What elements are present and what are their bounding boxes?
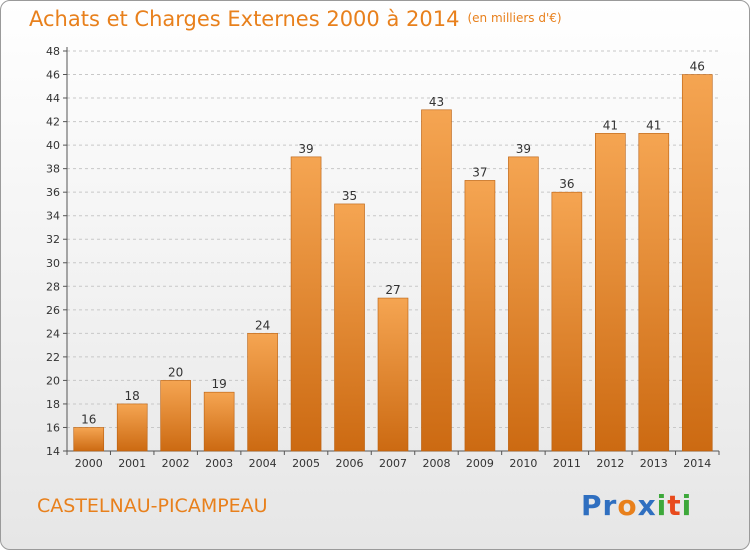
y-tick-label: 22 [46,351,60,364]
logo-letter: x [637,489,657,522]
logo-letter: i [681,489,693,522]
data-label-2003: 19 [211,377,226,391]
bar-2010 [508,156,539,452]
y-tick-label: 48 [46,45,60,58]
y-tick-label: 34 [46,210,60,223]
logo-letter: P [581,489,603,522]
logo-letter: t [667,489,682,522]
labels: 16 2000 18 2001 20 2002 19 2003 24 2004 39 2005 35 20… [75,60,712,470]
y-tick-label: 32 [46,233,60,246]
x-tick-label: 2008 [422,457,450,470]
x-tick-label: 2003 [205,457,233,470]
bar-2014 [681,74,713,452]
chart-title-text: Achats et Charges Externes 2000 à 2014 [29,7,460,31]
y-tick-label: 26 [46,304,60,317]
x-tick-label: 2005 [292,457,320,470]
x-tick-label: 2004 [249,457,277,470]
y-tick-label: 42 [46,116,60,129]
bar-2001 [116,403,148,452]
x-tick-label: 2002 [162,457,190,470]
bar-2007 [377,297,409,452]
bar-2009 [464,180,496,452]
logo-letter: i [656,489,668,522]
data-label-2005: 39 [298,142,313,156]
bar-2000 [73,427,105,452]
bar-2008 [421,109,452,452]
x-tick-label: 2001 [118,457,146,470]
data-label-2002: 20 [168,365,183,379]
bar-2012 [595,133,626,452]
y-tick-label: 14 [46,445,60,458]
bar-2006 [334,203,365,452]
data-label-2014: 46 [690,60,705,74]
y-tick-label: 18 [46,398,60,411]
data-label-2010: 39 [516,142,531,156]
bar-2005 [290,156,322,452]
data-label-2013: 41 [646,118,661,132]
data-label-2009: 37 [472,165,487,179]
x-tick-label: 2007 [379,457,407,470]
y-tick-label: 44 [46,92,60,105]
logo-letter: r [602,489,618,522]
bar-2011 [551,191,583,452]
data-label-2012: 41 [603,118,618,132]
x-tick-label: 2014 [683,457,711,470]
x-tick-label: 2012 [596,457,624,470]
x-tick-label: 2000 [75,457,103,470]
axes: 14 16 18 20 22 24 26 28 30 32 34 36 38 40 42 44 46 48 [46,45,720,458]
data-label-2001: 18 [125,389,140,403]
chart-subtitle: (en milliers d'€) [467,11,562,25]
data-label-2008: 43 [429,95,444,109]
data-label-2006: 35 [342,189,357,203]
y-tick-label: 40 [46,139,60,152]
data-label-2011: 36 [559,177,574,191]
data-label-2000: 16 [81,412,96,426]
y-tick-label: 20 [46,374,60,387]
bar-2013 [638,133,670,452]
y-tick-label: 16 [46,421,60,434]
bars [73,74,713,452]
y-tick-label: 36 [46,186,60,199]
data-label-2007: 27 [385,283,400,297]
bar-2003 [203,391,235,452]
x-tick-label: 2013 [640,457,668,470]
y-tick-label: 24 [46,327,60,340]
y-tick-label: 30 [46,257,60,270]
x-tick-label: 2006 [336,457,364,470]
y-tick-label: 38 [46,163,60,176]
y-tick-label: 46 [46,69,60,82]
proxiti-logo: Proxiti [581,489,692,522]
x-tick-label: 2009 [466,457,494,470]
data-label-2004: 24 [255,318,270,332]
x-tick-label: 2010 [509,457,537,470]
logo-letter: o [617,489,638,522]
bar-2002 [160,380,191,452]
y-tick-label: 28 [46,280,60,293]
commune-name: CASTELNAU-PICAMPEAU [37,495,268,517]
chart-title: Achats et Charges Externes 2000 à 2014 (e… [29,7,562,31]
x-tick-label: 2011 [553,457,581,470]
bar-2004 [247,333,278,452]
